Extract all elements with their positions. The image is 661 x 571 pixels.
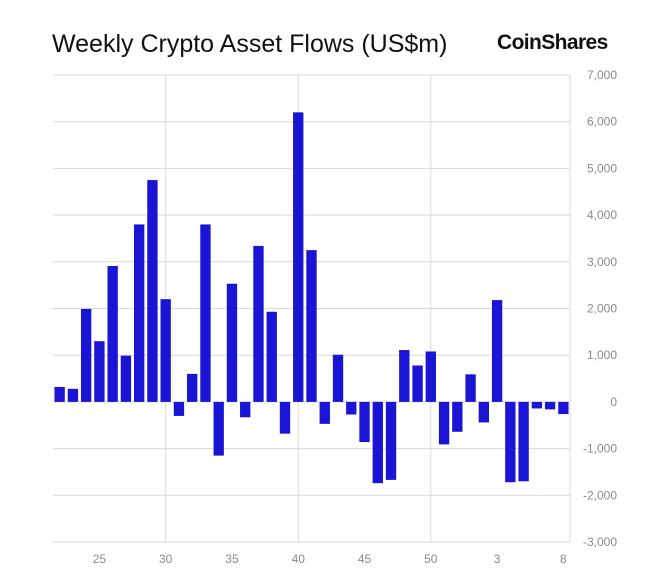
y-tick-label: 7,000 — [587, 68, 617, 82]
coinshares-logo: CoinShares — [497, 31, 608, 54]
bar — [531, 401, 543, 409]
y-tick-label: 5,000 — [587, 161, 617, 175]
bar — [359, 401, 370, 443]
bar — [438, 401, 450, 445]
bar — [478, 401, 490, 423]
y-tick-label: 0 — [610, 395, 617, 409]
bar — [332, 354, 344, 402]
x-tick-label: 30 — [159, 552, 173, 566]
bar — [491, 300, 503, 402]
bar — [187, 373, 198, 402]
bar — [505, 401, 516, 483]
bar — [240, 401, 251, 418]
bar — [425, 351, 436, 402]
bar — [518, 401, 529, 482]
x-tick-label: 8 — [560, 552, 567, 566]
y-tick-label: 6,000 — [587, 115, 617, 129]
bar — [346, 401, 357, 415]
bar — [465, 374, 476, 402]
bar — [107, 266, 118, 402]
x-tick-label: 3 — [494, 552, 501, 566]
y-tick-label: -1,000 — [583, 442, 617, 456]
y-tick-label: -3,000 — [583, 535, 617, 549]
y-tick-label: -2,000 — [583, 488, 617, 502]
y-tick-label: 1,000 — [587, 348, 617, 362]
bar — [279, 401, 291, 434]
bar — [372, 401, 383, 484]
y-tick-label: 2,000 — [587, 302, 617, 316]
bar — [399, 350, 410, 402]
bar — [266, 311, 277, 402]
bar — [54, 386, 65, 402]
bar-layer — [54, 112, 569, 484]
bar — [120, 355, 132, 402]
bar — [160, 299, 171, 402]
bar — [173, 401, 185, 416]
bar — [200, 224, 211, 402]
bar — [94, 341, 105, 402]
bar — [80, 308, 92, 402]
x-axis-ticks: 25 30 35 40 45 50 3 8 — [93, 552, 567, 566]
x-tick-label: 35 — [225, 552, 239, 566]
bar — [558, 401, 569, 415]
bar — [385, 401, 397, 480]
bar — [293, 112, 304, 402]
y-tick-label: 4,000 — [587, 208, 617, 222]
x-tick-label: 45 — [358, 552, 372, 566]
x-tick-label: 40 — [292, 552, 306, 566]
bar — [147, 180, 158, 402]
y-tick-label: 3,000 — [587, 255, 617, 269]
x-tick-label: 25 — [93, 552, 107, 566]
bar — [133, 224, 145, 402]
bar — [226, 283, 238, 402]
bar — [412, 365, 423, 402]
bar — [213, 401, 224, 456]
bar — [544, 401, 556, 410]
x-tick-label: 50 — [424, 552, 438, 566]
chart-title: Weekly Crypto Asset Flows (US$m) — [52, 30, 448, 58]
y-axis-ticks: -3,000 -2,000 -1,000 0 1,000 2,000 3,000 4,000 5… — [583, 68, 617, 549]
bar — [452, 401, 463, 432]
bar — [306, 250, 317, 402]
bar — [67, 388, 79, 402]
bar — [319, 401, 330, 424]
bar — [253, 245, 264, 402]
